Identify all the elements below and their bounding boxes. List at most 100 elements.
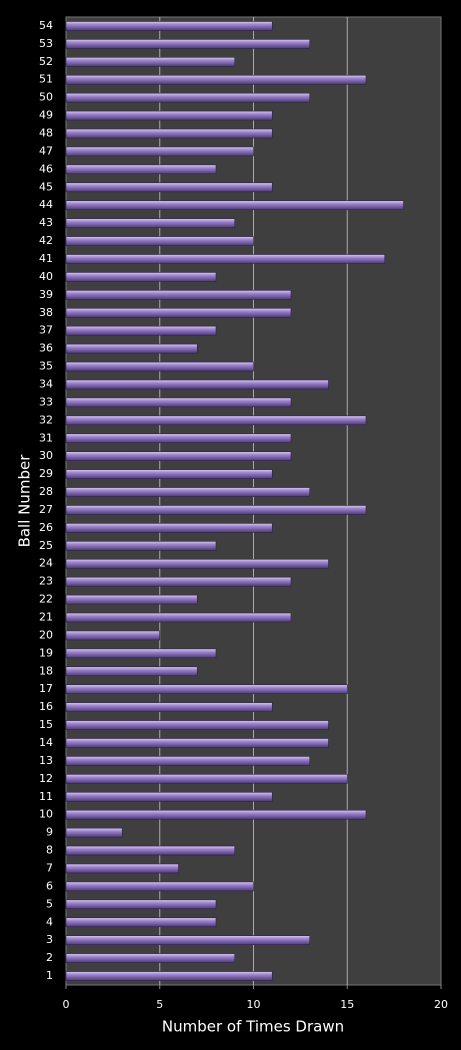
- y-tick-label: 25: [39, 539, 53, 552]
- y-tick-label: 35: [39, 360, 53, 373]
- y-tick-label: 34: [39, 377, 53, 390]
- bar: [65, 917, 217, 928]
- bar: [65, 92, 311, 103]
- x-tick-label: 5: [156, 998, 163, 1011]
- bar: [65, 164, 217, 175]
- bar: [65, 307, 292, 318]
- bar: [65, 738, 329, 748]
- y-tick-label: 6: [46, 879, 53, 892]
- bar: [65, 541, 217, 551]
- y-tick-label: 50: [39, 91, 53, 104]
- y-tick-label: 12: [39, 772, 53, 785]
- bar: [65, 845, 236, 856]
- y-tick-label: 21: [39, 611, 53, 624]
- bar: [65, 74, 367, 85]
- y-tick-label: 54: [39, 19, 53, 32]
- bar: [65, 397, 292, 408]
- bar: [65, 630, 161, 641]
- y-tick-label: 48: [39, 127, 53, 140]
- bar: [65, 594, 198, 605]
- y-axis-title: Ball Number: [16, 454, 34, 548]
- y-tick-label: 4: [46, 915, 53, 928]
- y-tick-label: 8: [46, 844, 53, 857]
- bar: [65, 863, 179, 874]
- bar: [65, 200, 404, 211]
- y-tick-label: 53: [39, 37, 53, 50]
- y-tick-label: 29: [39, 467, 53, 480]
- bar: [65, 505, 367, 515]
- bar: [65, 218, 236, 228]
- y-tick-label: 32: [39, 413, 53, 426]
- bar: [65, 433, 292, 444]
- bar: [65, 774, 348, 784]
- y-tick-label: 51: [39, 73, 53, 86]
- bar: [65, 648, 217, 659]
- bar: [65, 935, 311, 945]
- y-tick-label: 33: [39, 395, 53, 408]
- y-tick-label: 39: [39, 288, 53, 301]
- y-tick-label: 37: [39, 324, 53, 337]
- bar: [65, 236, 254, 246]
- bar: [65, 881, 254, 892]
- x-tick-label: 20: [434, 998, 448, 1011]
- bar: [65, 702, 273, 712]
- y-tick-label: 5: [46, 897, 53, 910]
- bar: [65, 684, 348, 695]
- y-tick-label: 3: [46, 933, 53, 946]
- y-tick-label: 11: [39, 790, 53, 803]
- y-tick-label: 40: [39, 270, 53, 283]
- bar: [65, 791, 273, 802]
- bar: [65, 720, 329, 730]
- bar: [65, 953, 236, 963]
- y-tick-label: 42: [39, 234, 53, 247]
- y-tick-label: 2: [46, 951, 53, 964]
- bar: [65, 809, 367, 820]
- y-tick-label: 18: [39, 664, 53, 677]
- bar: [65, 612, 292, 623]
- y-tick-label: 38: [39, 306, 53, 319]
- y-tick-label: 30: [39, 449, 53, 462]
- bar: [65, 487, 311, 497]
- x-axis-title: Number of Times Drawn: [162, 1018, 344, 1036]
- y-tick-label: 20: [39, 628, 53, 641]
- bar: [65, 39, 311, 49]
- y-tick-label: 31: [39, 431, 53, 444]
- y-tick-label: 27: [39, 503, 53, 516]
- bar: [65, 756, 311, 766]
- bar: [65, 325, 217, 336]
- bar: [65, 110, 273, 121]
- bar: [65, 827, 123, 838]
- y-tick-label: 17: [39, 682, 53, 695]
- bar: [65, 451, 292, 461]
- y-tick-label: 36: [39, 342, 53, 355]
- y-tick-label: 15: [39, 718, 53, 731]
- y-tick-label: 43: [39, 216, 53, 229]
- y-tick-label: 49: [39, 109, 53, 122]
- y-tick-label: 46: [39, 162, 53, 175]
- y-tick-label: 23: [39, 575, 53, 588]
- x-tick-label: 15: [340, 998, 354, 1011]
- y-tick-label: 44: [39, 198, 53, 211]
- bar: [65, 290, 292, 300]
- y-tick-label: 26: [39, 521, 53, 534]
- bar: [65, 146, 254, 157]
- bar: [65, 415, 367, 426]
- y-tick-label: 16: [39, 700, 53, 713]
- bar: [65, 272, 217, 282]
- bar: [65, 182, 273, 193]
- y-tick-label: 1: [46, 969, 53, 982]
- bar: [65, 666, 198, 677]
- y-tick-label: 19: [39, 646, 53, 659]
- y-tick-label: 28: [39, 485, 53, 498]
- bar: [65, 128, 273, 139]
- y-tick-label: 14: [39, 736, 53, 749]
- bar: [65, 899, 217, 910]
- bar: [65, 558, 329, 569]
- bar: [65, 971, 273, 981]
- bar: [65, 469, 273, 479]
- x-tick-label: 10: [247, 998, 261, 1011]
- bar: [65, 576, 292, 587]
- bar: [65, 361, 254, 372]
- bar: [65, 57, 236, 67]
